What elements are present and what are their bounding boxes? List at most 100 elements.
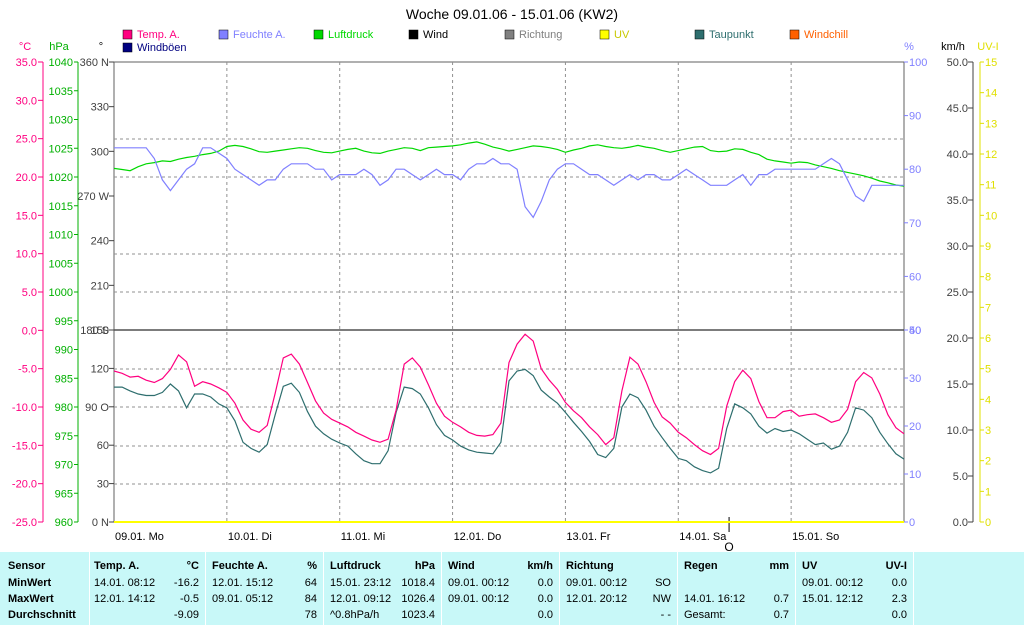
stats-temp-avg-value: -9.09	[173, 609, 199, 621]
stats-row-label-max: MaxWert	[8, 593, 54, 605]
tick-label-temp-2: 25.0	[16, 134, 37, 146]
tick-label-pressure-6: 1010	[49, 230, 73, 242]
tick-label-temp-7: 0.0	[22, 325, 37, 337]
legend-swatch-wind	[408, 29, 419, 40]
tick-label-pressure-0: 1040	[49, 57, 73, 69]
stats-col-sensor: Sensor MinWert MaxWert Durchschnitt	[0, 552, 90, 625]
tick-label-humidity-lower-2: 20	[909, 421, 921, 433]
stats-press-min-value: 1018.4	[401, 577, 435, 589]
stats-press-min-time: 15.01. 23:12	[330, 577, 392, 589]
tick-label-wind-7: 15.0	[947, 379, 968, 391]
chart-title: Woche 09.01.06 - 15.01.06 (KW2)	[406, 6, 618, 22]
stats-press-avg-value: 1023.4	[401, 609, 435, 621]
tick-label-pressure-16: 960	[55, 517, 73, 529]
stats-uv-max-value: 2.3	[891, 593, 907, 605]
tick-label-uv-3: 12	[985, 149, 997, 161]
stats-header-wind-unit: km/h	[527, 560, 553, 572]
stats-uv-min-time: 09.01. 00:12	[802, 577, 864, 589]
stats-header-uv: UV	[802, 560, 818, 572]
tick-label-wind-3: 35.0	[947, 195, 968, 207]
legend-label-richtung: Richtung	[519, 29, 562, 41]
stats-header-temp: Temp. A.	[94, 560, 140, 572]
tick-label-temp-4: 15.0	[16, 210, 37, 222]
chart-canvas: Woche 09.01.06 - 15.01.06 (KW2) Temp. A. F…	[12, 6, 999, 552]
tick-label-direction-upper-4: 240	[91, 236, 109, 248]
stats-rain-total-label: Gesamt:	[684, 609, 726, 621]
x-day-label-0: 09.01. Mo	[115, 531, 164, 543]
tick-label-pressure-7: 1005	[49, 258, 73, 270]
stats-col-rain: Regen mm 14.01. 16:12 0.7 Gesamt: 0.7	[678, 552, 796, 625]
tick-label-direction-upper-5: 210	[91, 280, 109, 292]
legend-swatch-uv	[599, 29, 610, 40]
tick-label-uv-5: 10	[985, 210, 997, 222]
x-day-label-5: 14.01. Sa	[679, 531, 727, 543]
tick-label-wind-6: 20.0	[947, 333, 968, 345]
tick-label-direction-lower-3: 60	[97, 440, 109, 452]
series-line-temp-a	[113, 333, 905, 456]
tick-label-pressure-4: 1020	[49, 172, 73, 184]
tick-label-pressure-1: 1035	[49, 86, 73, 98]
stats-hum-min-time: 12.01. 15:12	[212, 577, 274, 589]
axis-unit-uv: UV-I	[977, 41, 998, 53]
stats-header-uv-unit: UV-I	[885, 560, 907, 572]
tick-label-uv-15: 0	[985, 517, 991, 529]
stats-header-direction: Richtung	[566, 560, 614, 572]
tick-label-uv-4: 11	[985, 180, 996, 192]
tick-label-humidity-upper-4: 60	[909, 271, 921, 283]
tick-label-uv-6: 9	[985, 241, 991, 253]
stats-wind-max-value: 0.0	[537, 593, 553, 605]
tick-label-temp-10: -15.0	[12, 440, 37, 452]
tick-label-pressure-11: 985	[55, 373, 73, 385]
legend-swatch-taupunkt	[694, 29, 705, 40]
stats-header-rain: Regen	[684, 560, 718, 572]
stats-col-direction: Richtung 09.01. 00:12 SO 12.01. 20:12 NW…	[560, 552, 678, 625]
tick-label-wind-5: 25.0	[947, 287, 968, 299]
stats-col-uv: UV UV-I 09.01. 00:12 0.0 15.01. 12:12 2.…	[796, 552, 914, 625]
x-marker-label: O	[724, 540, 733, 552]
legend-label-feuchte-a: Feuchte A.	[233, 29, 286, 41]
axis-unit-wind: km/h	[941, 41, 965, 53]
plot-frame	[113, 61, 905, 523]
legend-swatch-temp-a	[122, 29, 133, 40]
legend-label-luftdruck: Luftdruck	[328, 29, 374, 41]
stats-dir-min-value: SO	[655, 577, 671, 589]
x-day-label-6: 15.01. So	[792, 531, 839, 543]
tick-label-temp-8: -5.0	[18, 364, 37, 376]
stats-temp-min-value: -16.2	[173, 577, 199, 589]
tick-label-wind-1: 45.0	[947, 103, 968, 115]
statistics-table: Sensor MinWert MaxWert Durchschnitt Temp…	[0, 552, 1024, 625]
stats-press-trend: ^0.8hPa/h	[330, 609, 380, 621]
tick-label-pressure-2: 1030	[49, 115, 73, 127]
tick-label-humidity-upper-5: 50	[909, 325, 921, 337]
tick-label-temp-9: -10.0	[12, 402, 37, 414]
stats-hum-min-value: 64	[304, 577, 317, 589]
tick-label-humidity-lower-0: 40	[909, 325, 921, 337]
stats-dir-max-time: 12.01. 20:12	[566, 593, 628, 605]
tick-label-humidity-upper-1: 90	[909, 111, 921, 123]
stats-hum-avg-value: 78	[304, 609, 317, 621]
stats-row-label-min: MinWert	[8, 577, 52, 589]
stats-hum-max-value: 84	[304, 593, 317, 605]
tick-label-pressure-12: 980	[55, 402, 73, 414]
tick-label-temp-6: 5.0	[22, 287, 37, 299]
tick-label-wind-0: 50.0	[947, 57, 968, 69]
stats-temp-max-value: -0.5	[180, 593, 199, 605]
tick-label-uv-12: 3	[985, 425, 991, 437]
weather-chart: Woche 09.01.06 - 15.01.06 (KW2) Temp. A. F…	[12, 6, 999, 552]
stats-rain-max-time: 14.01. 16:12	[684, 593, 746, 605]
tick-label-temp-1: 30.0	[16, 95, 37, 107]
tick-label-direction-upper-1: 330	[91, 102, 109, 114]
tick-label-pressure-3: 1025	[49, 143, 73, 155]
tick-label-humidity-lower-4: 0	[909, 517, 915, 529]
tick-label-direction-lower-5: 0 N	[92, 517, 109, 529]
stats-wind-min-time: 09.01. 00:12	[448, 577, 510, 589]
stats-uv-max-time: 15.01. 12:12	[802, 593, 864, 605]
stats-press-max-time: 12.01. 09:12	[330, 593, 392, 605]
stats-temp-min-time: 14.01. 08:12	[94, 577, 156, 589]
stats-hum-max-time: 09.01. 05:12	[212, 593, 274, 605]
stats-temp-max-time: 12.01. 14:12	[94, 593, 156, 605]
tick-label-uv-9: 6	[985, 333, 991, 345]
tick-label-direction-lower-4: 30	[97, 479, 109, 491]
stats-header-rain-unit: mm	[769, 560, 789, 572]
stats-uv-min-value: 0.0	[891, 577, 907, 589]
